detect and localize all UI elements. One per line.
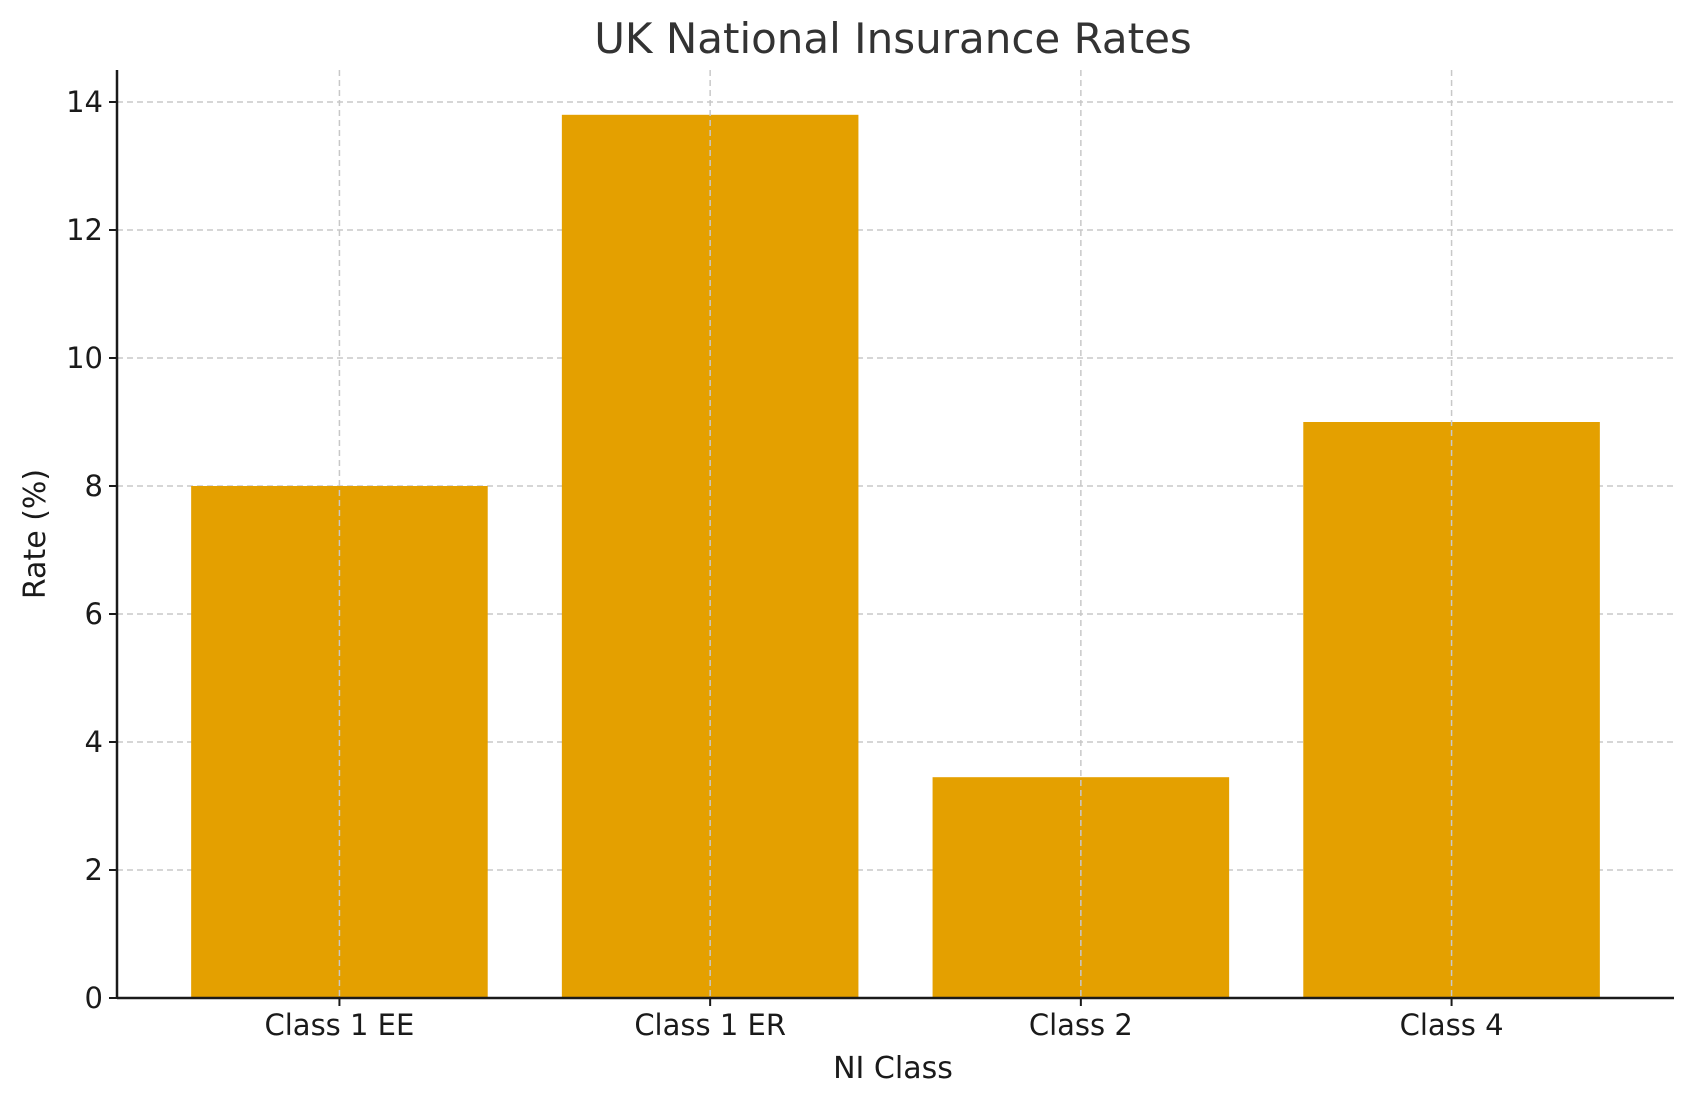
bars [191,70,1600,999]
x-tick-label: Class 1 EE [265,1008,415,1042]
x-axis-label: NI Class [833,1051,953,1086]
y-axis-label: Rate (%) [18,469,53,599]
y-tick-label: 6 [85,597,103,631]
axes [109,70,1674,1006]
y-tick-label: 12 [66,213,103,247]
chart-title: UK National Insurance Rates [594,14,1192,63]
tick-labels: 0 2 4 6 8 10 12 14 Class 1 EE Class 1 ER Class 2 Cl… [66,85,1503,1042]
y-tick-label: 8 [85,469,103,503]
y-tick-label: 2 [85,853,103,887]
y-tick-label: 0 [85,981,103,1015]
x-tick-label: Class 2 [1029,1008,1133,1042]
x-tick-label: Class 4 [1400,1008,1504,1042]
y-tick-label: 14 [66,85,103,119]
y-tick-label: 10 [66,341,103,375]
y-tick-label: 4 [85,725,103,759]
x-tick-label: Class 1 ER [634,1008,786,1042]
